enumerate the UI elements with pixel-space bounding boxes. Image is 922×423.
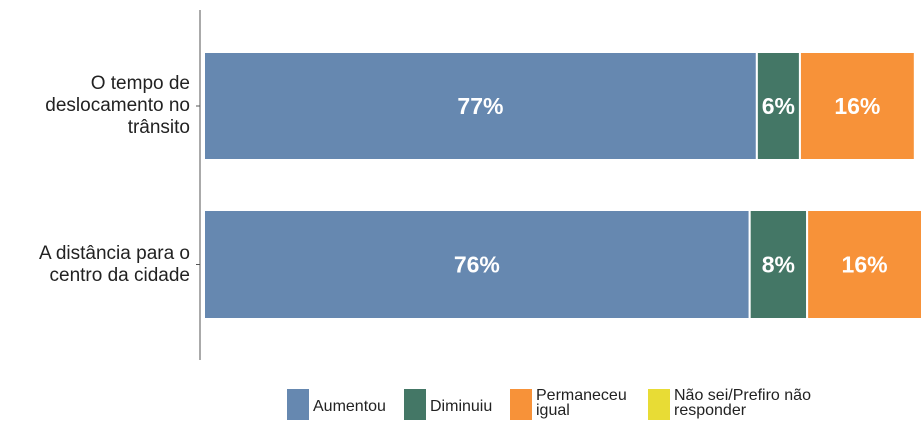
category-label: O tempo de deslocamento no trânsito [45,73,190,138]
legend-swatch [510,389,532,420]
value-label: 77% [457,93,503,119]
legend-swatch [648,389,670,420]
legend-swatch [404,389,426,420]
value-label: 16% [842,252,888,278]
bar-segment [798,51,916,161]
legend-swatch [287,389,309,420]
bar-segment [203,209,751,320]
value-label: 6% [762,93,795,119]
bar-segment [748,209,809,320]
legend-label: Diminuiu [430,398,493,415]
legend-label: Aumentou [313,398,386,415]
bar-segment [203,51,758,161]
value-label: 8% [762,252,795,278]
value-label: 16% [834,93,880,119]
legend-label: Permaneceu igual [536,387,627,419]
bar-segment [806,209,922,320]
category-label: A distância para o centro da cidade [38,242,190,286]
value-label: 76% [454,252,500,278]
legend-label: Não sei/Prefiro não responder [674,387,811,419]
